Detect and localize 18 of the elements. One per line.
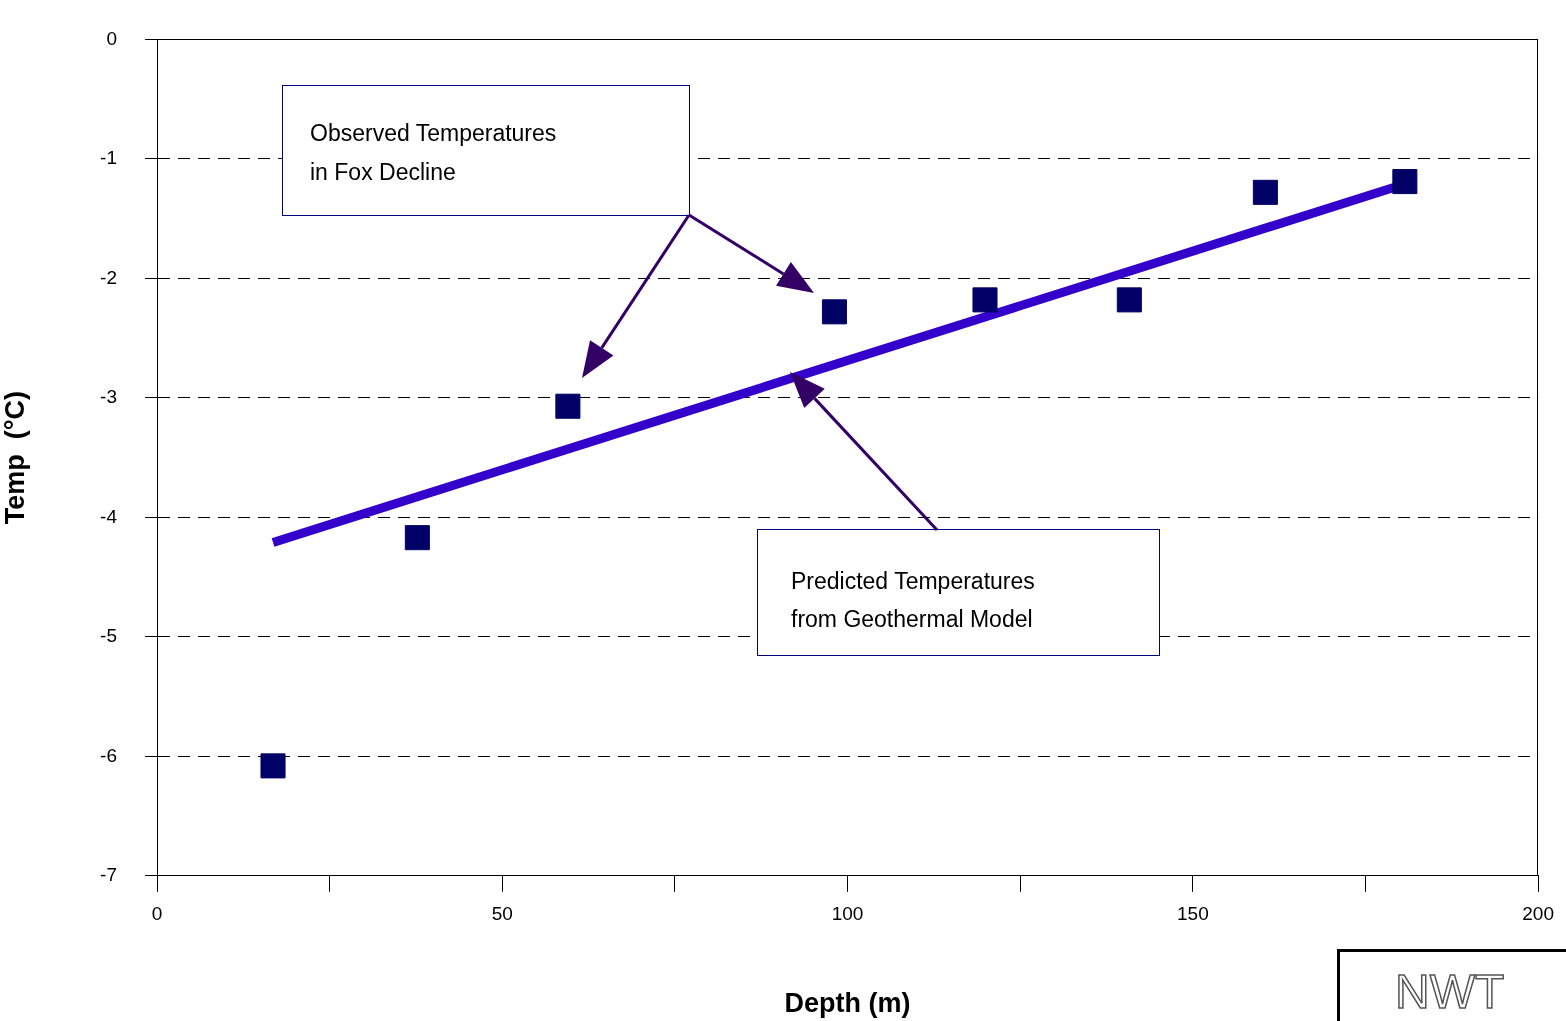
x-tick-label: 150 [1177, 903, 1209, 925]
y-tick-label: -5 [100, 625, 117, 647]
y-tick-label: -3 [100, 386, 117, 408]
y-axis-title: Temp (°C) [0, 390, 30, 525]
y-tick-label: 0 [106, 27, 117, 49]
x-tick-label: 100 [831, 903, 864, 925]
x-tick-label: 50 [491, 903, 513, 925]
y-tick-label: -4 [100, 505, 118, 527]
x-tick-label: 200 [1522, 903, 1554, 925]
x-axis-title: Depth (m) [784, 988, 911, 1019]
y-tick-label: -6 [100, 744, 117, 766]
x-tick-label: 0 [151, 903, 163, 925]
callout-box: Observed Temperatures in Fox Decline [282, 85, 690, 216]
callout-box: Predicted Temperatures from Geothermal Model [757, 529, 1160, 656]
y-tick-label: -2 [100, 266, 117, 288]
y-tick-label: -1 [100, 147, 117, 169]
callout-box: NWT [1337, 949, 1566, 1021]
y-tick-label: -7 [100, 864, 117, 886]
